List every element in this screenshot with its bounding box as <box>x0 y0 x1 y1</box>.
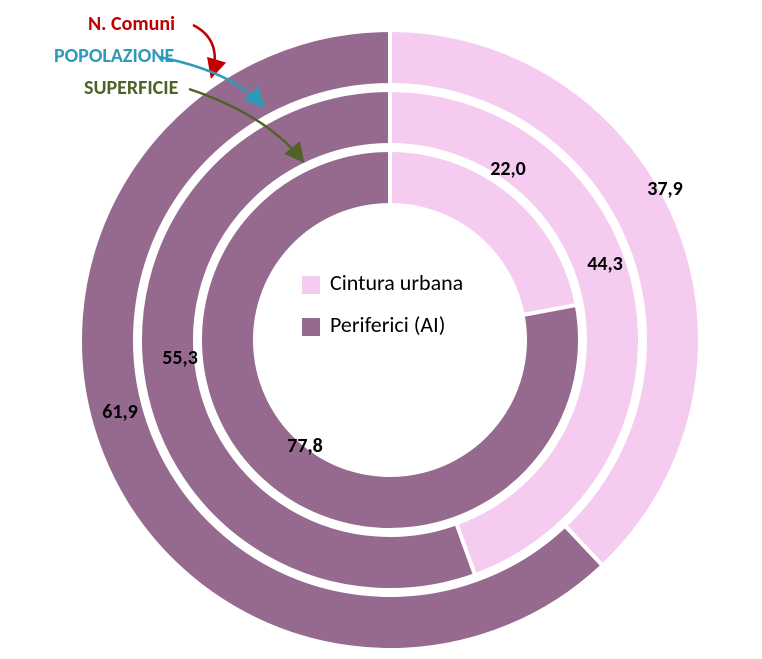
legend-label-periferici: Periferici (AI) <box>330 311 445 338</box>
legend-swatch-cintura <box>302 276 320 294</box>
value-label-middle-periferici: 55,3 <box>162 346 198 370</box>
ring-label-inner: SUPERFICIE <box>84 76 179 100</box>
ring-label-middle: POPOLAZIONE <box>54 44 175 68</box>
value-label-outer-cintura: 37,9 <box>647 177 683 201</box>
value-label-middle-cintura: 44,3 <box>587 252 623 276</box>
value-label-inner-periferici: 77,8 <box>287 434 323 458</box>
concentric-donut-chart: 37,9 61,9 44,3 55,3 22,0 77,8 N. Comuni POPOLA… <box>0 0 762 659</box>
legend-label-cintura: Cintura urbana <box>330 269 463 296</box>
value-label-outer-periferici: 61,9 <box>102 400 138 424</box>
ring-label-outer: N. Comuni <box>88 12 175 36</box>
legend-swatch-periferici <box>302 318 320 336</box>
value-label-inner-cintura: 22,0 <box>490 157 526 181</box>
